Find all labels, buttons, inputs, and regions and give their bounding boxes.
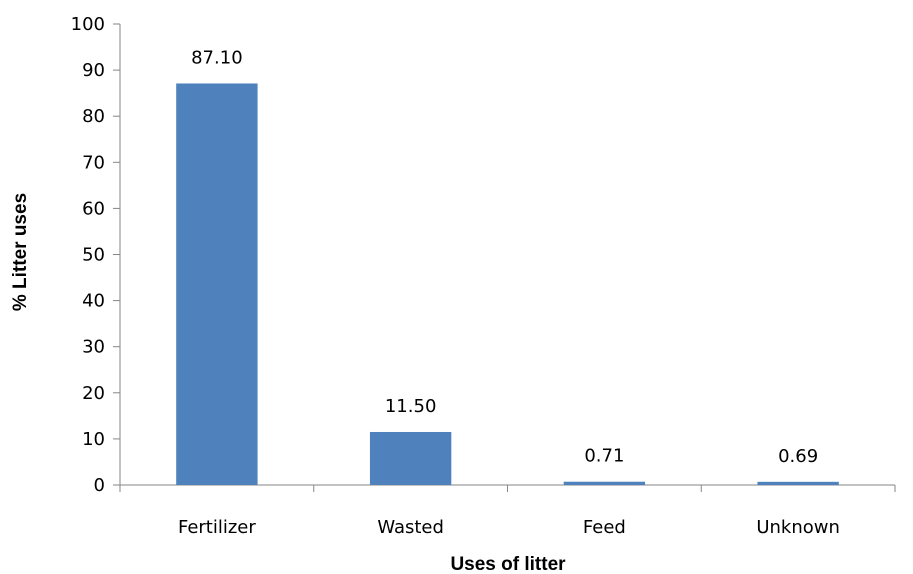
y-tick-label: 50 [82, 245, 105, 266]
x-axis-title: Uses of litter [450, 554, 566, 574]
y-tick-label: 60 [82, 198, 105, 219]
data-label: 0.71 [584, 446, 624, 467]
x-category-label: Fertilizer [178, 517, 256, 538]
data-label: 0.69 [778, 446, 818, 467]
y-axis: 0 10 20 30 40 50 60 70 80 90 100 [71, 14, 121, 496]
y-tick-label: 30 [82, 337, 105, 358]
data-labels: 87.10 11.50 0.71 0.69 [191, 47, 818, 466]
y-tick-label: 70 [82, 152, 105, 173]
y-tick-label: 10 [82, 429, 105, 450]
y-tick-label: 80 [82, 106, 105, 127]
data-label: 87.10 [191, 47, 243, 68]
y-tick-label: 100 [71, 14, 105, 35]
y-tick-label: 20 [82, 383, 105, 404]
y-tick-label: 90 [82, 60, 105, 81]
bar-unknown [757, 481, 839, 485]
x-category-label: Unknown [756, 517, 840, 538]
bars [176, 83, 839, 486]
y-tick-label: 0 [94, 475, 105, 496]
bar-wasted [369, 431, 452, 485]
x-category-label: Feed [583, 517, 626, 538]
bar-feed [563, 481, 646, 485]
y-tick-label: 40 [82, 291, 105, 312]
data-label: 11.50 [385, 396, 437, 417]
x-axis: Fertilizer Wasted Feed Unknown [119, 484, 896, 538]
y-axis-title: % Litter uses [10, 193, 31, 311]
x-category-label: Wasted [377, 517, 444, 538]
bar-fertilizer [176, 83, 258, 486]
